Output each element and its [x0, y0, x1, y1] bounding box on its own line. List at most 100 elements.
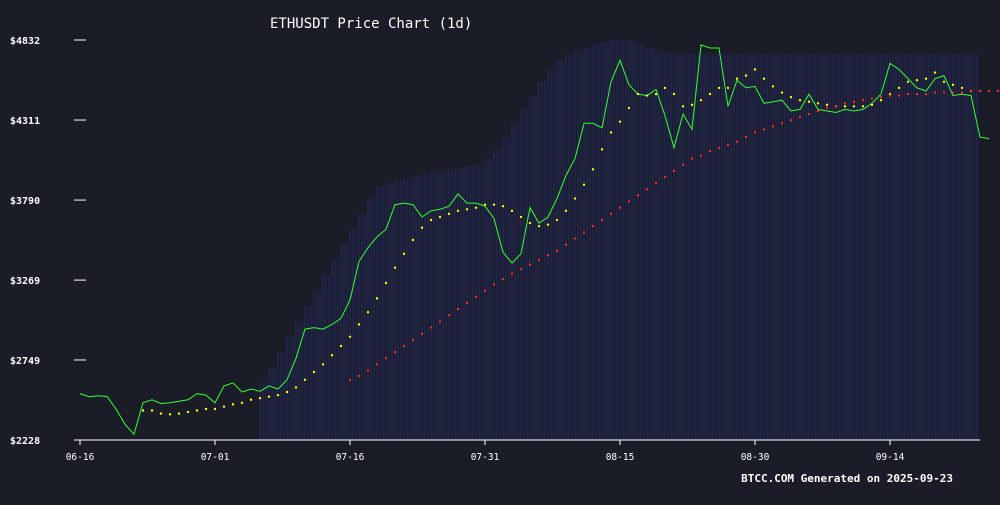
ma_short-point: [321, 363, 325, 366]
ma_short-point: [645, 94, 649, 97]
ma_long-point: [546, 254, 550, 257]
ma_long-point: [645, 188, 649, 191]
ma_long-point: [771, 125, 775, 128]
ma_short-point: [618, 120, 622, 123]
ma_long-point: [636, 194, 640, 197]
ma_long-point: [798, 115, 802, 119]
ma_long-point: [555, 249, 559, 252]
ma_short-point: [492, 203, 496, 206]
ma_short-point: [285, 390, 289, 394]
ma_short-point: [213, 407, 217, 411]
ma_short-point: [447, 212, 451, 216]
ma_short-point: [582, 183, 586, 186]
ma_short-point: [231, 403, 235, 406]
ma_short-point: [429, 218, 433, 222]
ma_short-point: [204, 407, 208, 411]
ma_long-point: [420, 332, 424, 335]
y-tick-label: $3269: [10, 276, 40, 287]
ma_short-point: [600, 148, 604, 151]
ma_short-point: [771, 85, 775, 88]
ma_short-point: [726, 86, 730, 90]
ma_long-point: [960, 91, 964, 94]
ma_long-point: [528, 263, 532, 266]
ma_short-point: [861, 105, 865, 108]
ma_long-point: [681, 163, 685, 166]
ma_long-point: [465, 301, 469, 305]
ma_short-point: [564, 209, 568, 213]
ma_short-point: [897, 86, 901, 90]
ma_long-point: [393, 350, 397, 354]
ma_long-point: [888, 94, 892, 97]
ma_short-point: [681, 105, 685, 108]
ma_short-point: [294, 386, 298, 389]
ma_long-point: [348, 378, 352, 381]
y-tick-label: $4832: [10, 36, 40, 47]
ma_long-point: [519, 267, 523, 271]
ma_short-point: [402, 252, 406, 256]
ma_long-point: [915, 92, 919, 96]
ma_short-point: [348, 335, 352, 338]
ma_short-point: [276, 393, 280, 397]
price-line: [79, 44, 990, 436]
ma_long-point: [897, 94, 901, 97]
ma_long-point: [456, 307, 460, 311]
ma_long-point: [483, 289, 487, 292]
ma_short-point: [924, 77, 928, 80]
ma_long-point: [429, 326, 433, 329]
ma_long-point: [618, 206, 622, 209]
ma_long-point: [852, 100, 856, 103]
ma_short-point: [609, 131, 613, 134]
ma_short-point: [942, 80, 946, 83]
ma_short-point: [222, 405, 226, 408]
ma_long-point: [834, 105, 838, 108]
axes: $4832 $4311 $3790 $3269 $2749 $2228 06-16 07-01…: [10, 36, 980, 463]
ma_short-point: [708, 92, 712, 96]
ma_short-point: [906, 80, 910, 83]
ma_long-point: [564, 243, 568, 246]
y-tick-label: $2749: [10, 356, 40, 367]
ma_long-point: [699, 154, 703, 157]
ma_short-point: [798, 99, 802, 102]
ma_short-point: [537, 224, 541, 228]
ma_short-point: [339, 344, 343, 348]
ma_short-point: [663, 86, 667, 90]
ma_long-point: [753, 131, 757, 134]
ma_short-point: [411, 238, 415, 242]
ma_long-point: [825, 106, 829, 110]
ma_short-point: [195, 409, 199, 412]
ma_short-point: [438, 215, 442, 219]
series-layer: [79, 44, 1000, 436]
ma_long-point: [357, 374, 361, 378]
ma_short-point: [141, 409, 145, 412]
ma_short-point: [636, 92, 640, 96]
volatility-band: [259, 40, 978, 440]
ma_long-point: [690, 157, 694, 160]
y-tick-label: $2228: [10, 436, 40, 447]
ma_short-point: [843, 105, 847, 108]
ma_short-point: [456, 209, 460, 213]
ma_long-point: [447, 314, 451, 317]
ma_long-point: [735, 140, 739, 143]
ma_short-point: [915, 79, 919, 82]
ma_long-point: [780, 122, 784, 125]
ma_short-point: [951, 83, 955, 87]
ma_short-point: [591, 168, 595, 171]
x-tick-label: 06-16: [66, 452, 95, 463]
ma_long-point: [600, 218, 604, 222]
ma_short-point: [186, 410, 190, 414]
ma_short-point: [303, 378, 307, 381]
ma_long-point: [924, 92, 928, 96]
ma_long-point: [951, 91, 955, 94]
ma_short-point: [555, 218, 559, 222]
ma_short-point: [672, 92, 676, 96]
ma_long-point: [906, 92, 910, 96]
x-tick-label: 08-15: [606, 452, 635, 463]
ma_long-point: [384, 357, 388, 360]
ma_long-point: [366, 369, 370, 372]
ma_long-point: [492, 283, 496, 286]
ma_short-point: [240, 401, 244, 405]
ma_short-point: [384, 281, 388, 285]
ma_short-point: [420, 226, 424, 229]
ma_long-point: [933, 91, 937, 94]
